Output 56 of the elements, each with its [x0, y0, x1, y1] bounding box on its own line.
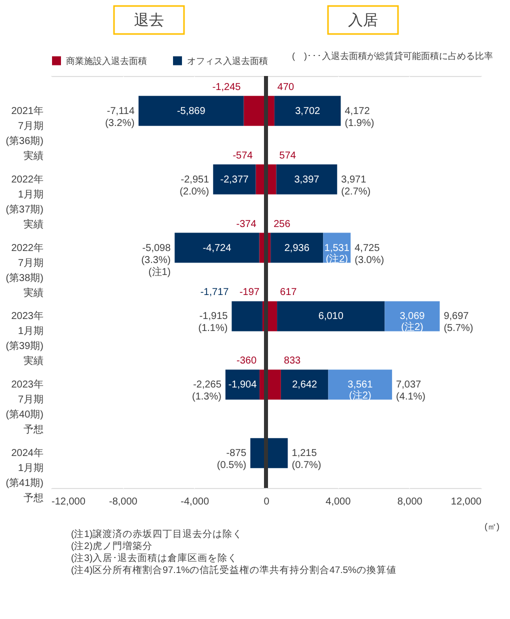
data-label: 2,936: [284, 242, 310, 254]
text: 入居: [348, 12, 378, 29]
x-tick-label: 0: [264, 496, 270, 508]
data-label: 3,069 (注2): [400, 311, 426, 334]
x-tick-label: 4,000: [326, 496, 352, 508]
data-label: -4,724: [202, 242, 232, 254]
data-label: -1,717: [200, 287, 230, 298]
data-label: -574: [232, 150, 254, 162]
data-label: 574: [279, 150, 296, 162]
text: 退去: [134, 12, 164, 29]
data-label: 833: [284, 356, 302, 367]
data-label: 617: [280, 287, 298, 298]
y-tick-label: 2023年 7月期 (第40期) 予想: [6, 378, 44, 436]
x-tick-label: -12,000: [52, 496, 86, 508]
data-label: -2,377: [220, 174, 250, 186]
annotation: -875 (0.5%): [216, 448, 247, 472]
annotation: -2,265 (1.3%): [192, 380, 222, 403]
annotation: 3,971 (2.7%): [341, 174, 371, 198]
text: (注4)区分所有権割合97.1%の信託受益権の準共有持分割合47.5%の換算値: [71, 564, 396, 576]
text: ( )･･･入退去面積が総賃貸可能面積に占める比率: [292, 51, 493, 61]
data-label: -5,869: [176, 106, 206, 117]
data-label: 2,642: [292, 380, 318, 391]
text: (注2)虎ノ門増築分: [71, 540, 153, 552]
annotation: 9,697 (5.7%): [444, 311, 474, 334]
x-tick-label: -8,000: [108, 496, 138, 508]
annotation: 1,215 (0.7%): [292, 448, 322, 472]
text: (注1)譲渡済の赤坂四丁目退去分は除く: [71, 528, 243, 540]
data-label: -374: [236, 218, 257, 230]
annotation: 4,172 (1.9%): [344, 106, 374, 129]
y-tick-label: 2021年 7月期 (第36期) 実績: [6, 104, 44, 162]
x-axis-title: (㎡): [484, 522, 500, 532]
data-label: -1,904: [228, 380, 258, 391]
annotation: -1,915 (1.1%): [198, 311, 228, 334]
annotation: -5,098 (3.3%) (注1): [141, 242, 172, 278]
x-tick-label: 8,000: [397, 496, 423, 508]
annotation: 4,725 (3.0%): [354, 242, 384, 266]
legend-label: オフィス入退去面積: [187, 56, 268, 66]
data-label: 3,397: [294, 174, 320, 186]
annotation: -7,114 (3.2%): [105, 106, 135, 129]
data-label: -197: [239, 287, 260, 298]
legend-label: 商業施設入退去面積: [66, 56, 147, 66]
x-tick-label: 12,000: [450, 496, 482, 508]
x-tick-label: -4,000: [180, 496, 210, 508]
data-label: -1,245: [212, 82, 242, 93]
annotation: -2,951 (2.0%): [180, 174, 210, 198]
y-tick-label: 2022年 7月期 (第38期) 実績: [6, 242, 44, 299]
data-label: 470: [277, 82, 295, 93]
data-label: -360: [236, 356, 257, 367]
text: (注3)入居･退去面積は倉庫区画を除く: [71, 552, 238, 564]
data-label: 256: [274, 218, 291, 230]
y-tick-label: 2023年 1月期 (第39期) 実績: [6, 310, 44, 368]
annotation: 7,037 (4.1%): [396, 380, 426, 403]
y-tick-label: 2024年 1月期 (第41期) 予想: [6, 447, 44, 504]
data-label: 3,702: [295, 106, 321, 117]
data-label: 6,010: [318, 311, 344, 322]
y-tick-label: 2022年 1月期 (第37期) 実績: [6, 173, 44, 230]
